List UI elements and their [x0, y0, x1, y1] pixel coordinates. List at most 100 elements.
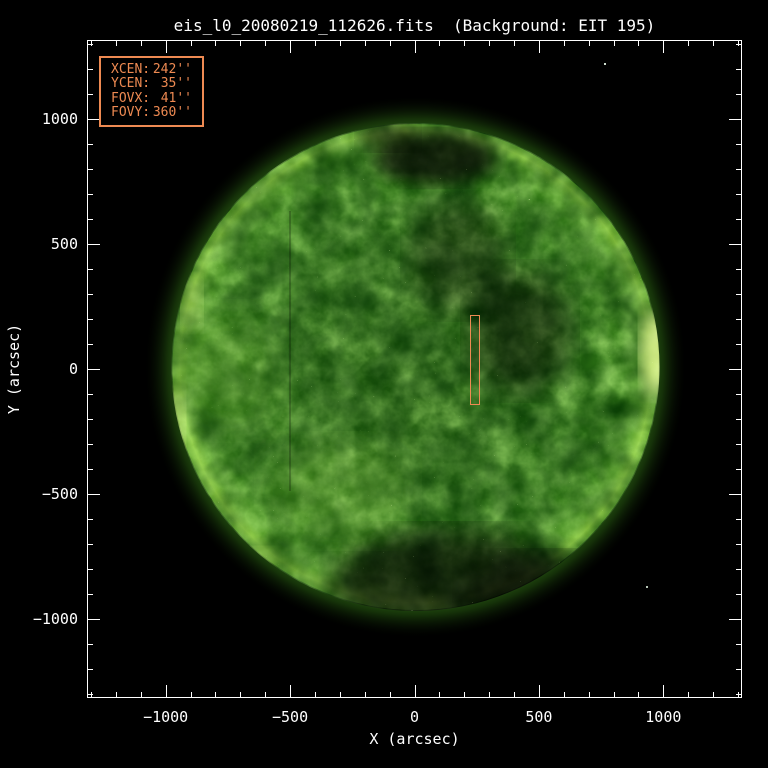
- legend-label: FOVX:: [111, 90, 151, 106]
- y-tick: [88, 319, 93, 320]
- y-tick-label: 1000: [41, 110, 78, 128]
- x-tick: [688, 692, 689, 697]
- y-tick: [88, 619, 100, 620]
- ccd-column-artifact: [289, 211, 291, 491]
- y-tick: [88, 344, 93, 345]
- y-tick: [88, 644, 93, 645]
- y-tick: [88, 594, 93, 595]
- x-tick: [589, 41, 590, 46]
- x-tick: [315, 692, 316, 697]
- legend-box: XCEN: 242'' YCEN: 35'' FOVX: 41'' FOVY: 360'': [99, 56, 204, 127]
- y-tick: [88, 269, 93, 270]
- y-tick: [736, 444, 741, 445]
- y-tick: [88, 544, 93, 545]
- y-tick: [88, 519, 93, 520]
- x-tick: [365, 692, 366, 697]
- y-tick: [88, 44, 93, 45]
- y-tick-label: −1000: [32, 610, 78, 628]
- x-tick-label: −500: [272, 708, 309, 726]
- x-tick: [564, 41, 565, 46]
- y-tick: [736, 469, 741, 470]
- x-tick: [215, 41, 216, 46]
- legend-label: XCEN:: [111, 62, 151, 77]
- y-tick: [88, 669, 93, 670]
- x-tick: [141, 692, 142, 697]
- x-tick: [141, 41, 142, 46]
- x-tick-label: 500: [525, 708, 553, 726]
- x-tick: [713, 692, 714, 697]
- x-tick: [365, 41, 366, 46]
- y-tick: [736, 94, 741, 95]
- x-tick: [638, 692, 639, 697]
- x-tick: [489, 692, 490, 697]
- y-tick: [736, 644, 741, 645]
- y-tick: [736, 44, 741, 45]
- y-tick-label: −500: [41, 485, 78, 503]
- x-tick: [713, 41, 714, 46]
- plot-title: eis_l0_20080219_112626.fits (Background:…: [173, 16, 656, 35]
- x-tick: [688, 41, 689, 46]
- x-tick: [638, 41, 639, 46]
- y-tick: [88, 144, 93, 145]
- legend-line: XCEN: 242'': [111, 63, 192, 77]
- x-tick: [240, 41, 241, 46]
- y-tick: [88, 694, 93, 695]
- legend-value: 360'': [152, 104, 192, 120]
- y-tick: [736, 319, 741, 320]
- x-tick: [215, 692, 216, 697]
- x-tick: [116, 692, 117, 697]
- y-tick: [729, 619, 741, 620]
- y-tick: [729, 494, 741, 495]
- x-tick: [290, 685, 291, 697]
- y-tick: [88, 194, 93, 195]
- y-tick: [736, 344, 741, 345]
- fov-rectangle: [469, 315, 480, 406]
- x-tick: [290, 41, 291, 53]
- y-tick: [88, 369, 100, 370]
- y-tick: [88, 69, 93, 70]
- x-tick: [415, 41, 416, 53]
- y-tick-label: 0: [68, 360, 78, 378]
- y-tick: [729, 369, 741, 370]
- x-tick: [489, 41, 490, 46]
- y-tick: [88, 394, 93, 395]
- x-tick: [415, 685, 416, 697]
- x-tick-label: 0: [409, 708, 420, 726]
- hot-pixel: [604, 63, 606, 65]
- y-tick: [88, 569, 93, 570]
- plot-area: [87, 40, 742, 698]
- y-tick: [736, 669, 741, 670]
- y-tick: [736, 194, 741, 195]
- y-tick: [736, 69, 741, 70]
- x-tick: [738, 41, 739, 46]
- y-tick: [88, 294, 93, 295]
- x-tick-label: 1000: [645, 708, 682, 726]
- sun-image: [88, 41, 741, 697]
- x-tick: [514, 692, 515, 697]
- y-tick: [736, 519, 741, 520]
- x-tick: [265, 692, 266, 697]
- y-tick-label: 500: [50, 235, 78, 253]
- y-tick: [88, 244, 100, 245]
- x-tick: [464, 41, 465, 46]
- y-tick: [736, 269, 741, 270]
- y-tick: [736, 544, 741, 545]
- x-tick: [464, 692, 465, 697]
- y-tick: [88, 219, 93, 220]
- hot-pixel: [646, 586, 648, 588]
- y-tick: [736, 169, 741, 170]
- legend-value: 41'': [160, 90, 192, 106]
- x-tick: [614, 692, 615, 697]
- legend-label: YCEN:: [111, 76, 151, 92]
- x-tick: [439, 41, 440, 46]
- legend-value: 242'': [152, 62, 192, 77]
- y-tick: [736, 394, 741, 395]
- x-tick: [340, 692, 341, 697]
- legend-value: 35'': [160, 76, 192, 92]
- y-tick: [736, 294, 741, 295]
- x-tick: [91, 41, 92, 46]
- legend-line: YCEN: 35'': [111, 77, 192, 91]
- x-tick-label: −1000: [143, 708, 189, 726]
- x-tick: [265, 41, 266, 46]
